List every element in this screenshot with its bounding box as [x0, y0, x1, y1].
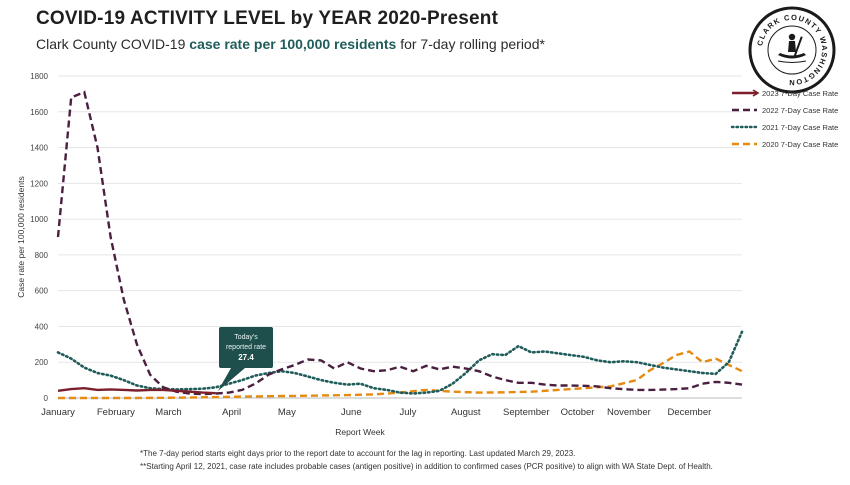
y-axis-ticks: 0 200 400 600 800 1000 1200 1400 1600 1800 — [30, 72, 48, 403]
chart-title: COVID-19 ACTIVITY LEVEL by YEAR 2020-Pre… — [36, 8, 499, 29]
legend-item-2022-7-day-case-rate: 2022 7-Day Case Rate — [732, 106, 838, 115]
x-axis-label: Report Week — [335, 427, 385, 437]
gridlines — [58, 75, 742, 363]
clark-county-logo: CLARK COUNTY WASHINGTON — [748, 6, 836, 94]
annotation-value: 27.4 — [238, 353, 254, 362]
legend-label: 2022 7-Day Case Rate — [762, 106, 838, 115]
subtitle-suffix: for 7-day rolling period* — [396, 36, 545, 52]
annotation-line-1: Today's — [234, 334, 258, 341]
x-tick-december: December — [667, 407, 711, 418]
annotation-callout: Today's reported rate 27.4 — [217, 327, 273, 392]
legend-label: 2023 7-Day Case Rate — [762, 89, 838, 98]
x-axis-ticks: January February March April May June July Augu… — [41, 407, 711, 418]
legend: 2023 7-Day Case Rate 2022 7-Day Case Rate… — [730, 89, 838, 149]
legend-item-2021-7-day-case-rate: 2021 7-Day Case Rate — [730, 123, 838, 132]
x-tick-january: January — [41, 407, 75, 418]
series-line-2022-7-day-case-rate — [56, 90, 743, 396]
annotation-line-2: reported rate — [226, 344, 266, 351]
x-tick-august: August — [451, 407, 481, 418]
canoe-figure-icon — [777, 33, 807, 63]
x-tick-april: April — [222, 407, 241, 418]
series-lines — [56, 90, 744, 400]
y-tick-label: 0 — [44, 394, 49, 403]
y-tick-label: 1800 — [30, 72, 48, 81]
x-tick-may: May — [278, 407, 296, 418]
series-line-2023-7-day-case-rate — [57, 386, 216, 395]
legend-item-2020-7-day-case-rate: 2020 7-Day Case Rate — [732, 140, 838, 149]
subtitle-prefix: Clark County COVID-19 — [36, 36, 190, 52]
legend-label: 2021 7-Day Case Rate — [762, 123, 838, 132]
legend-label: 2020 7-Day Case Rate — [762, 140, 838, 149]
y-tick-label: 200 — [35, 358, 49, 367]
chart-subtitle: Clark County COVID-19 case rate per 100,… — [36, 36, 545, 52]
y-tick-label: 400 — [35, 322, 49, 331]
x-tick-march: March — [155, 407, 181, 418]
footnote-2: **Starting April 12, 2021, case rate inc… — [140, 462, 713, 471]
x-tick-june: June — [341, 407, 362, 418]
x-tick-july: July — [399, 407, 416, 418]
y-tick-label: 600 — [35, 287, 49, 296]
y-axis-label: Case rate per 100,000 residents — [16, 176, 26, 297]
y-tick-label: 1400 — [30, 144, 48, 153]
y-tick-label: 1600 — [30, 108, 48, 117]
x-tick-october: October — [561, 407, 595, 418]
annotation-box — [219, 327, 273, 368]
annotation-pointer — [217, 368, 245, 392]
x-tick-february: February — [97, 407, 135, 418]
footnote-1: *The 7-day period starts eight days prio… — [140, 449, 576, 458]
y-tick-label: 1200 — [30, 179, 48, 188]
x-tick-november: November — [607, 407, 651, 418]
subtitle-highlight: case rate per 100,000 residents — [189, 36, 397, 52]
logo-inner-ring — [767, 25, 817, 75]
legend-item-2023-7-day-case-rate: 2023 7-Day Case Rate — [732, 89, 838, 98]
y-tick-label: 1000 — [30, 215, 48, 224]
legend-arrow-icon — [752, 89, 760, 97]
x-tick-september: September — [503, 407, 549, 418]
y-tick-label: 800 — [35, 251, 49, 260]
